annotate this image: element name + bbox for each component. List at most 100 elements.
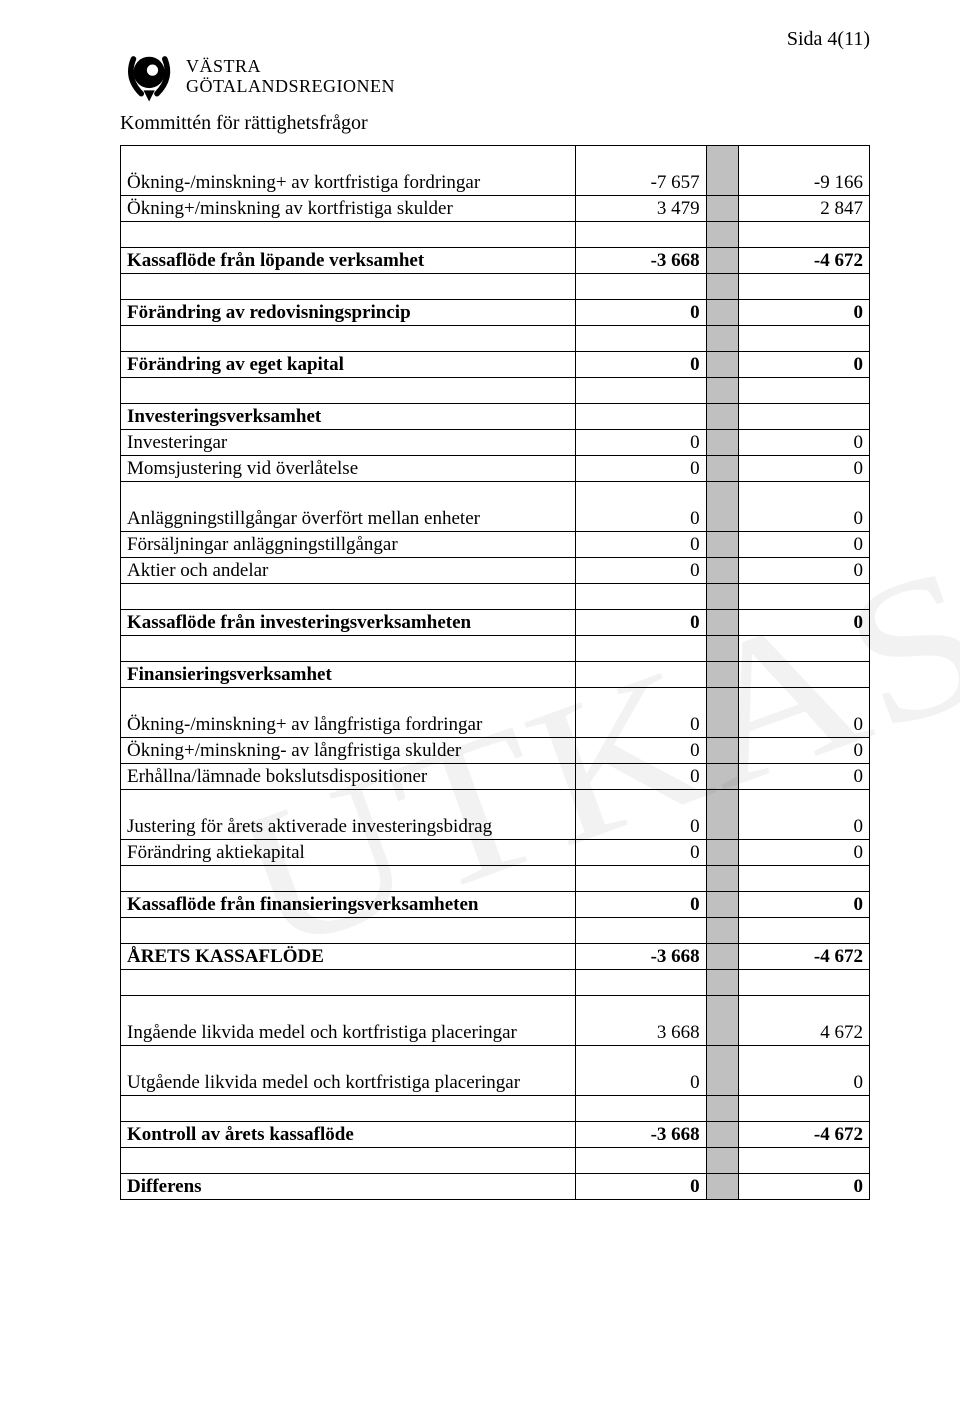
row-col2: 0 xyxy=(739,892,870,918)
row-col2: 0 xyxy=(739,456,870,482)
row-label: Ökning-/minskning+ av kortfristiga fordr… xyxy=(121,146,576,196)
cell-blank xyxy=(706,636,739,662)
row-label: Kontroll av årets kassaflöde xyxy=(121,1122,576,1148)
table-row: ÅRETS KASSAFLÖDE-3 668-4 672 xyxy=(121,944,870,970)
table-row: Ingående likvida medel och kortfristiga … xyxy=(121,996,870,1046)
cell-empty xyxy=(121,918,576,944)
cell-empty xyxy=(121,274,576,300)
cell-blank xyxy=(706,146,739,196)
row-label: Momsjustering vid överlåtelse xyxy=(121,456,576,482)
cell-empty xyxy=(739,584,870,610)
cell-blank xyxy=(706,892,739,918)
cell-blank xyxy=(706,840,739,866)
vg-region-logo-icon xyxy=(120,50,176,106)
cell-blank xyxy=(706,584,739,610)
row-col1: 3 668 xyxy=(575,996,706,1046)
row-col1: 3 479 xyxy=(575,196,706,222)
cell-blank xyxy=(706,326,739,352)
table-row: Differens00 xyxy=(121,1174,870,1200)
row-col1: 0 xyxy=(575,430,706,456)
table-row: Investeringsverksamhet xyxy=(121,404,870,430)
row-col1: -3 668 xyxy=(575,944,706,970)
row-label: Investeringsverksamhet xyxy=(121,404,576,430)
cell-empty xyxy=(575,970,706,996)
row-col1: -3 668 xyxy=(575,1122,706,1148)
cell-blank xyxy=(706,1046,739,1096)
table-row xyxy=(121,1148,870,1174)
table-row: Ökning-/minskning+ av långfristiga fordr… xyxy=(121,688,870,738)
cell-blank xyxy=(706,1174,739,1200)
table-row: Aktier och andelar00 xyxy=(121,558,870,584)
row-col2: -4 672 xyxy=(739,248,870,274)
table-row: Momsjustering vid överlåtelse00 xyxy=(121,456,870,482)
cell-empty xyxy=(739,970,870,996)
row-col2: -4 672 xyxy=(739,1122,870,1148)
table-row xyxy=(121,1096,870,1122)
cell-empty xyxy=(121,970,576,996)
row-col1: 0 xyxy=(575,764,706,790)
cell-empty xyxy=(121,378,576,404)
cell-empty xyxy=(575,378,706,404)
cell-empty xyxy=(121,866,576,892)
cell-empty xyxy=(739,1148,870,1174)
cell-blank xyxy=(706,456,739,482)
table-row xyxy=(121,584,870,610)
table-row xyxy=(121,866,870,892)
row-col2: 0 xyxy=(739,688,870,738)
cell-blank xyxy=(706,274,739,300)
row-label: Ökning+/minskning- av långfristiga skuld… xyxy=(121,738,576,764)
row-col2: -9 166 xyxy=(739,146,870,196)
row-col1 xyxy=(575,404,706,430)
cell-empty xyxy=(121,326,576,352)
table-row xyxy=(121,918,870,944)
row-label: Utgående likvida medel och kortfristiga … xyxy=(121,1046,576,1096)
row-label: ÅRETS KASSAFLÖDE xyxy=(121,944,576,970)
cell-blank xyxy=(706,404,739,430)
cell-empty xyxy=(121,584,576,610)
cell-blank xyxy=(706,662,739,688)
row-label: Aktier och andelar xyxy=(121,558,576,584)
table-row: Anläggningstillgångar överfört mellan en… xyxy=(121,482,870,532)
table-row: Erhållna/lämnade bokslutsdispositioner00 xyxy=(121,764,870,790)
table-row: Investeringar00 xyxy=(121,430,870,456)
cash-flow-table: Ökning-/minskning+ av kortfristiga fordr… xyxy=(120,145,870,1200)
table-row: Kontroll av årets kassaflöde-3 668 -4 672 xyxy=(121,1122,870,1148)
row-col2 xyxy=(739,404,870,430)
logo-line1: VÄSTRA xyxy=(186,56,395,76)
row-label: Justering för årets aktiverade investeri… xyxy=(121,790,576,840)
cell-blank xyxy=(706,790,739,840)
row-label: Ökning-/minskning+ av långfristiga fordr… xyxy=(121,688,576,738)
table-row xyxy=(121,274,870,300)
row-col1: 0 xyxy=(575,738,706,764)
cell-empty xyxy=(739,222,870,248)
table-row: Försäljningar anläggningstillgångar00 xyxy=(121,532,870,558)
row-col1: 0 xyxy=(575,352,706,378)
committee-name: Kommittén för rättighetsfrågor xyxy=(120,112,870,135)
cell-empty xyxy=(575,866,706,892)
cell-empty xyxy=(575,274,706,300)
cell-empty xyxy=(575,584,706,610)
cell-empty xyxy=(739,378,870,404)
logo-line2: GÖTALANDSREGIONEN xyxy=(186,76,395,96)
row-col1: 0 xyxy=(575,688,706,738)
cell-empty xyxy=(575,1148,706,1174)
row-col2: 0 xyxy=(739,352,870,378)
cell-blank xyxy=(706,688,739,738)
cell-empty xyxy=(121,636,576,662)
cell-empty xyxy=(739,636,870,662)
row-col2: 0 xyxy=(739,430,870,456)
table-row: Förändring aktiekapital00 xyxy=(121,840,870,866)
cell-blank xyxy=(706,300,739,326)
row-col1: 0 xyxy=(575,532,706,558)
cell-empty xyxy=(121,1148,576,1174)
row-col1: 0 xyxy=(575,1046,706,1096)
logo-text: VÄSTRA GÖTALANDSREGIONEN xyxy=(186,56,395,96)
cell-empty xyxy=(575,1096,706,1122)
row-label: Ökning+/minskning av kortfristiga skulde… xyxy=(121,196,576,222)
cell-blank xyxy=(706,970,739,996)
table-row: Förändring av redovisningsprincip00 xyxy=(121,300,870,326)
cell-empty xyxy=(575,326,706,352)
row-col1: 0 xyxy=(575,892,706,918)
row-col2: 0 xyxy=(739,1174,870,1200)
cell-blank xyxy=(706,918,739,944)
